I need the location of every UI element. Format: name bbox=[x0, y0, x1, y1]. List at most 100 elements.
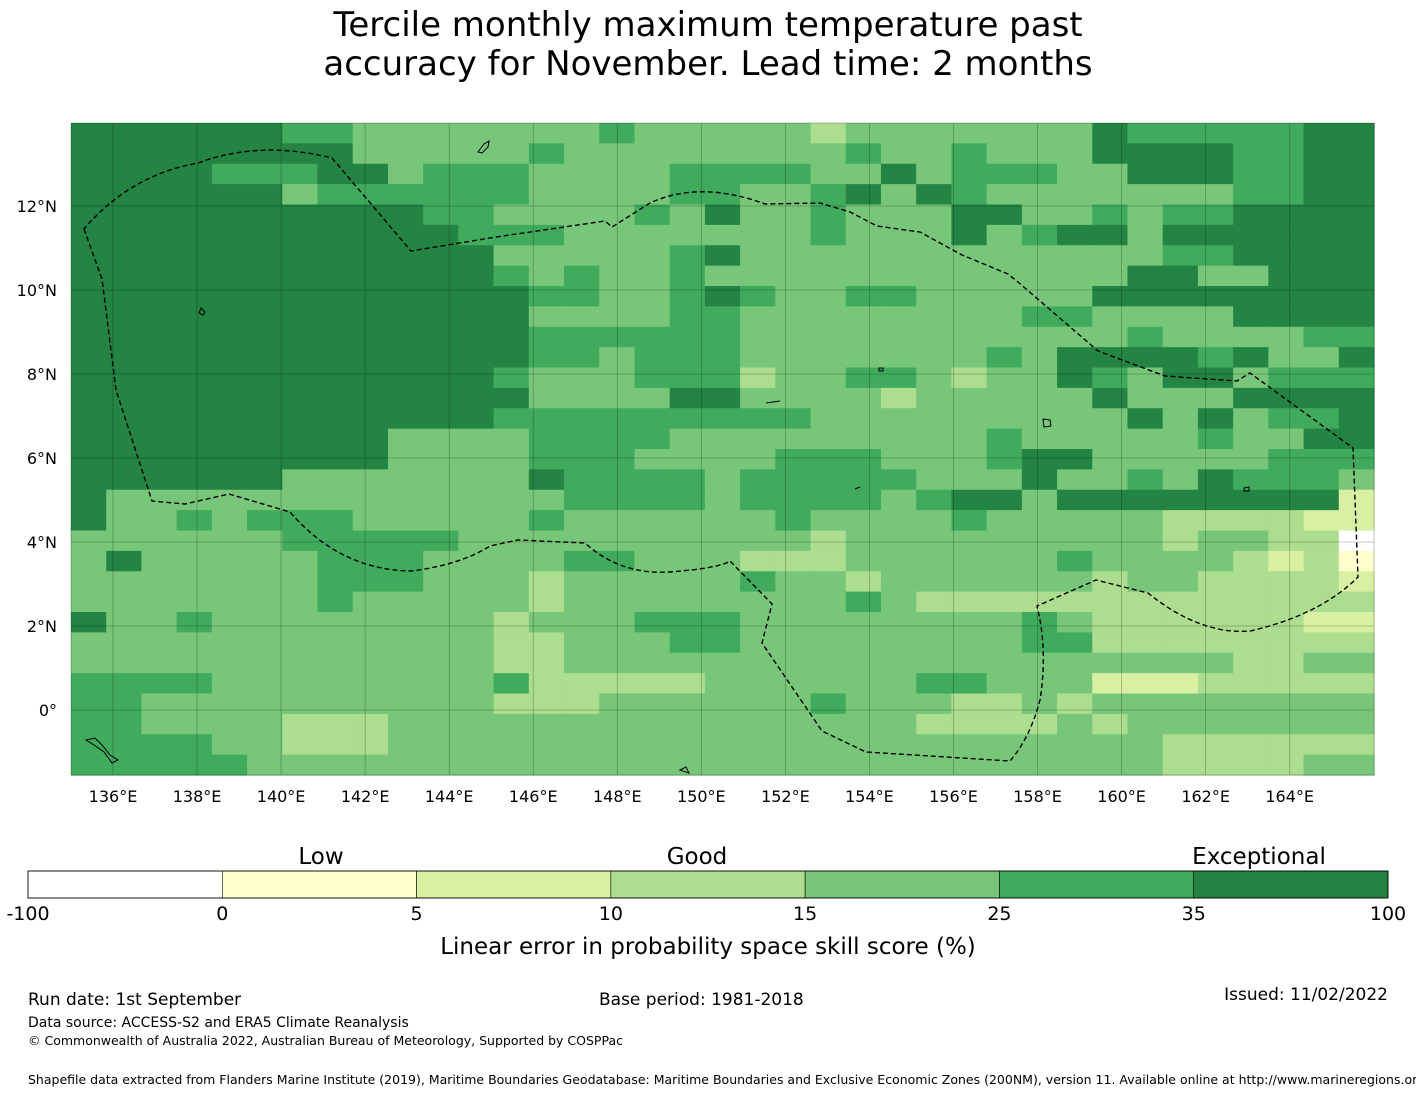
skill-cell bbox=[1303, 612, 1340, 633]
skill-cell bbox=[634, 367, 671, 389]
skill-cell bbox=[810, 387, 847, 409]
skill-cell bbox=[528, 367, 565, 389]
skill-cell bbox=[704, 469, 741, 491]
skill-cell bbox=[1057, 510, 1093, 532]
skill-cell bbox=[317, 143, 354, 165]
skill-cell bbox=[1127, 693, 1164, 715]
skill-cell bbox=[211, 612, 248, 633]
skill-cell bbox=[775, 550, 812, 572]
skill-cell bbox=[1197, 571, 1234, 593]
skill-cell bbox=[845, 754, 882, 776]
skill-cell bbox=[634, 530, 671, 552]
skill-cell bbox=[176, 265, 213, 287]
skill-cell bbox=[176, 163, 213, 185]
skill-cell bbox=[634, 428, 671, 450]
skill-cell bbox=[1303, 204, 1340, 226]
skill-cell bbox=[1338, 163, 1375, 185]
skill-cell bbox=[71, 652, 107, 674]
skill-cell bbox=[387, 123, 424, 144]
skill-cell bbox=[669, 673, 706, 695]
skill-cell bbox=[423, 510, 459, 532]
skill-cell bbox=[458, 367, 495, 389]
skill-cell bbox=[810, 530, 847, 552]
colorbar-label: Linear error in probability space skill … bbox=[440, 934, 976, 960]
lon-tick-label: 154°E bbox=[845, 787, 894, 806]
skill-cell bbox=[423, 286, 459, 307]
skill-cell bbox=[599, 530, 636, 552]
skill-cell bbox=[387, 387, 424, 409]
lon-tick-label: 152°E bbox=[761, 787, 810, 806]
skill-cell bbox=[810, 734, 847, 756]
skill-cell bbox=[176, 713, 213, 735]
skill-cell bbox=[1303, 387, 1340, 409]
skill-cell bbox=[458, 469, 495, 491]
skill-cell bbox=[880, 713, 917, 735]
skill-cell bbox=[1197, 652, 1234, 674]
skill-cell bbox=[1338, 550, 1375, 572]
colorbar-swatch bbox=[1193, 870, 1389, 899]
skill-cell bbox=[880, 449, 917, 470]
skill-cell bbox=[1233, 550, 1269, 572]
skill-cell bbox=[176, 632, 213, 654]
skill-cell bbox=[106, 306, 143, 328]
skill-cell bbox=[951, 550, 988, 572]
skill-cell bbox=[845, 408, 882, 430]
skill-cell bbox=[564, 652, 600, 674]
skill-cell bbox=[282, 550, 319, 572]
skill-cell bbox=[387, 673, 424, 695]
skill-cell bbox=[1127, 489, 1164, 511]
skill-cell bbox=[317, 428, 354, 450]
skill-cell bbox=[704, 224, 741, 246]
skill-cell bbox=[141, 734, 178, 756]
skill-cell bbox=[599, 408, 636, 430]
skill-cell bbox=[880, 204, 917, 226]
skill-cell bbox=[493, 469, 530, 491]
skill-cell bbox=[1338, 326, 1375, 348]
skill-cell bbox=[845, 143, 882, 165]
skill-cell bbox=[317, 449, 354, 470]
skill-cell bbox=[423, 326, 459, 348]
lat-tick-label: 4°N bbox=[27, 533, 57, 552]
skill-cell bbox=[740, 428, 776, 450]
skill-cell bbox=[564, 367, 600, 389]
skill-cell bbox=[564, 612, 600, 633]
skill-cell bbox=[986, 550, 1023, 572]
skill-cell bbox=[211, 591, 248, 613]
skill-cell bbox=[634, 184, 671, 206]
skill-cell bbox=[458, 428, 495, 450]
skill-cell bbox=[282, 754, 319, 776]
skill-cell bbox=[282, 224, 319, 246]
skill-cell bbox=[1127, 632, 1164, 654]
skill-cell bbox=[528, 408, 565, 430]
skill-cell bbox=[986, 387, 1023, 409]
skill-cell bbox=[740, 469, 776, 491]
skill-cell bbox=[1057, 347, 1093, 369]
skill-cell bbox=[528, 387, 565, 409]
skill-cell bbox=[986, 265, 1023, 287]
skill-cell bbox=[247, 245, 283, 267]
skill-cell bbox=[1268, 224, 1305, 246]
skill-cell bbox=[740, 734, 776, 756]
skill-cell bbox=[916, 550, 953, 572]
skill-cell bbox=[669, 632, 706, 654]
skill-cell bbox=[1303, 652, 1340, 674]
skill-cell bbox=[880, 632, 917, 654]
skill-cell bbox=[845, 652, 882, 674]
skill-cell bbox=[880, 693, 917, 715]
skill-cell bbox=[458, 387, 495, 409]
skill-cell bbox=[1338, 286, 1375, 307]
skill-cell bbox=[528, 510, 565, 532]
skill-cell bbox=[423, 489, 459, 511]
skill-cell bbox=[458, 286, 495, 307]
skill-cell bbox=[634, 163, 671, 185]
skill-cell bbox=[1197, 347, 1234, 369]
skill-cell bbox=[352, 286, 389, 307]
skill-cell bbox=[458, 530, 495, 552]
skill-cell bbox=[1127, 265, 1164, 287]
skill-cell bbox=[1162, 367, 1199, 389]
skill-cell bbox=[634, 326, 671, 348]
skill-cell bbox=[1268, 347, 1305, 369]
skill-cell bbox=[1197, 591, 1234, 613]
skill-cell bbox=[634, 204, 671, 226]
skill-cell bbox=[528, 143, 565, 165]
